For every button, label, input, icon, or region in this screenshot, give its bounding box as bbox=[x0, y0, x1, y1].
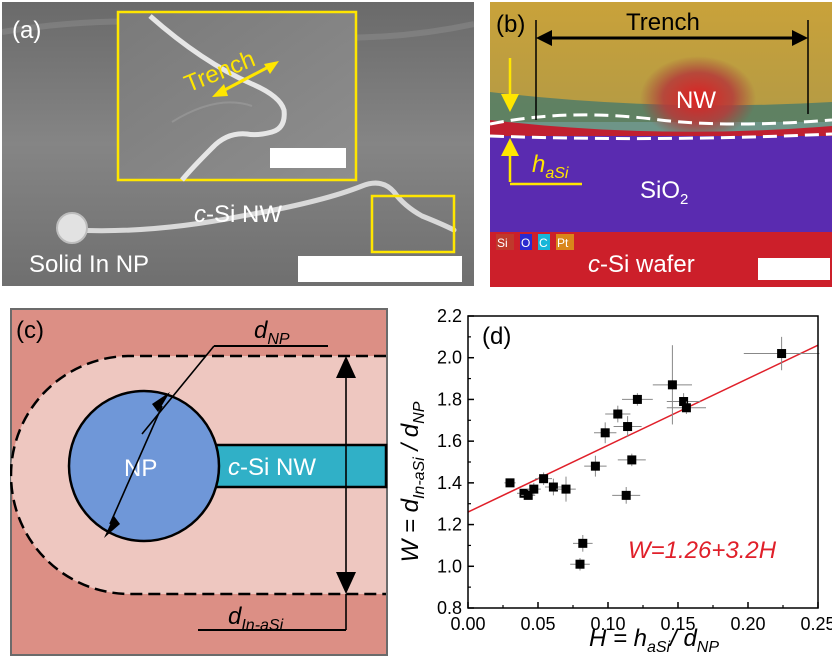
indium-nanoparticle bbox=[56, 212, 88, 244]
data-point-15 bbox=[632, 394, 642, 404]
y-tick-label-7: 2.2 bbox=[437, 306, 462, 326]
trench-arrow bbox=[216, 62, 275, 96]
h-top-arrowhead bbox=[501, 94, 519, 112]
x-tick-label-2: 0.10 bbox=[590, 614, 625, 634]
panel-a-sem-image: Trench (a) c-Si NW Solid In NP bbox=[2, 2, 474, 286]
dinasi-label: dIn-aSi bbox=[228, 603, 284, 634]
h-asi-label: haSi bbox=[532, 151, 569, 182]
data-point-0 bbox=[505, 478, 515, 488]
data-point-4 bbox=[539, 474, 549, 484]
data-point-9 bbox=[590, 461, 600, 471]
legend-swatch-3 bbox=[556, 234, 574, 250]
x-tick-label-5: 0.25 bbox=[800, 614, 832, 634]
data-point-5 bbox=[548, 482, 558, 492]
x-tick-label-3: 0.15 bbox=[660, 614, 695, 634]
panel-c-schematic: NP c-Si NW dNP dIn-aSi (c) bbox=[10, 308, 388, 656]
fit-equation-label: W=1.26+3.2H bbox=[628, 537, 777, 564]
dnp-arrowhead-top bbox=[152, 392, 170, 412]
y-tick-label-6: 2.0 bbox=[437, 348, 462, 368]
data-point-6 bbox=[561, 484, 571, 494]
inset-nanowire bbox=[148, 14, 287, 182]
data-point-19 bbox=[777, 349, 787, 359]
panel-d-scatter-chart: 0.00 0.05 0.10 0.15 0.20 0.25 0.8 1.0 1.2 1.4 1.6 1… bbox=[397, 306, 832, 656]
plot-frame bbox=[467, 315, 819, 609]
element-legend: Si O C Pt bbox=[496, 234, 574, 250]
fit-line bbox=[467, 344, 819, 513]
dnp-label: dNP bbox=[254, 317, 290, 348]
nw-label: c-Si NW bbox=[194, 201, 282, 228]
panel-c-label: (c) bbox=[16, 317, 44, 344]
y-tick-label-1: 1.0 bbox=[437, 556, 462, 576]
dinasi-head-bottom bbox=[336, 572, 356, 594]
h-bottom-arrowhead bbox=[501, 138, 519, 156]
data-point-7 bbox=[575, 559, 585, 569]
nanowire-rect bbox=[204, 443, 388, 489]
dinasi-head-top bbox=[336, 356, 356, 378]
data-point-14 bbox=[627, 455, 637, 465]
x-tick-label-1: 0.05 bbox=[520, 614, 555, 634]
zoom-region-box bbox=[370, 194, 456, 254]
trench-arrowhead-a bbox=[212, 84, 228, 97]
trench-span-head-right bbox=[792, 30, 808, 46]
legend-swatch-0 bbox=[496, 234, 514, 250]
np-label: Solid In NP bbox=[29, 251, 149, 278]
legend-label-1: O bbox=[521, 236, 530, 250]
data-point-17 bbox=[679, 397, 689, 407]
np-label: NP bbox=[124, 455, 157, 482]
y-tick-label-4: 1.6 bbox=[437, 431, 462, 451]
x-axis-title: H = haSi/ dNP bbox=[589, 625, 719, 656]
legend-swatch-2 bbox=[538, 234, 550, 250]
panel-a-label: (a) bbox=[12, 17, 41, 44]
panel-b-label: (b) bbox=[496, 11, 525, 38]
data-point-18 bbox=[681, 403, 691, 413]
data-point-10 bbox=[600, 428, 610, 438]
trench-span-head-left bbox=[536, 30, 552, 46]
x-tick-label-4: 0.20 bbox=[730, 614, 765, 634]
nw-label: c-Si NW bbox=[228, 454, 316, 481]
y-tick-label-3: 1.4 bbox=[437, 473, 462, 493]
y-axis-title: W = dIn-aSi / dNP bbox=[397, 401, 428, 562]
y-tick-label-0: 0.8 bbox=[437, 598, 462, 618]
dashed-upper bbox=[490, 113, 832, 126]
data-point-13 bbox=[623, 422, 633, 432]
inset-trench bbox=[171, 101, 253, 123]
nanoparticle-circle bbox=[67, 389, 221, 543]
inset-scale-bar bbox=[270, 148, 346, 168]
data-point-16 bbox=[667, 380, 677, 390]
nw-label: NW bbox=[676, 87, 716, 114]
wafer-label: c-Si wafer bbox=[588, 251, 695, 278]
y-tick-label-2: 1.2 bbox=[437, 515, 462, 535]
panel-b-scale-bar bbox=[758, 258, 830, 280]
dnp-arrowhead-bottom bbox=[104, 516, 120, 538]
legend-label-3: Pt bbox=[557, 236, 569, 250]
trench-label: Trench bbox=[626, 9, 700, 36]
chart-panel-label: (d) bbox=[482, 323, 511, 350]
legend-swatch-1 bbox=[520, 234, 532, 250]
asi-layer bbox=[490, 120, 832, 140]
data-point-2 bbox=[523, 490, 533, 500]
legend-label-0: Si bbox=[497, 236, 508, 250]
y-tick-label-5: 1.8 bbox=[437, 389, 462, 409]
panel-b-eds-map: Trench NW haSi SiO2 c-Si wafer Si O C Pt (b… bbox=[490, 2, 832, 287]
data-point-12 bbox=[621, 490, 631, 500]
data-point-3 bbox=[529, 484, 539, 494]
main-scale-bar bbox=[298, 256, 462, 282]
asi-region-outline bbox=[10, 354, 386, 596]
x-tick-label-0: 0.00 bbox=[450, 614, 485, 634]
sio2-label: SiO2 bbox=[640, 177, 688, 208]
data-point-8 bbox=[578, 538, 588, 548]
data-point-11 bbox=[613, 409, 623, 419]
dashed-lower bbox=[490, 132, 832, 141]
nanowire-cross-section bbox=[640, 56, 756, 140]
trench-arrowhead-b bbox=[264, 61, 279, 74]
nanowire-path bbox=[69, 180, 457, 234]
legend-label-2: C bbox=[539, 236, 548, 250]
dnp-arrow bbox=[109, 405, 163, 525]
dnp-leader bbox=[141, 345, 215, 435]
